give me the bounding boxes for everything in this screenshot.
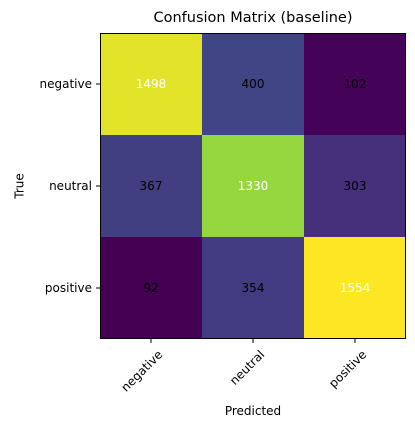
y-tick-label-1: neutral: [49, 179, 92, 193]
heatmap-cell-2-0: [100, 237, 202, 339]
heatmap-cell-1-0: [100, 135, 202, 237]
cell-value-1-0: 367: [140, 179, 163, 193]
heatmap-cell-2-1: [202, 237, 304, 339]
cell-value-1-2: 303: [344, 179, 367, 193]
heatmap-cell-0-0: [100, 33, 202, 135]
y-tick-label-0: negative: [40, 77, 92, 91]
heatmap-cell-0-2: [304, 33, 406, 135]
heatmap-cell-1-2: [304, 135, 406, 237]
cell-value-2-1: 354: [242, 281, 265, 295]
x-axis-ticks: negative neutral positive: [118, 339, 369, 394]
heatmap-cell-0-1: [202, 33, 304, 135]
cell-value-0-1: 400: [242, 77, 265, 91]
y-axis-label: True: [13, 173, 27, 200]
cell-value-0-0: 1498: [136, 77, 167, 91]
x-axis-label: Predicted: [225, 404, 281, 418]
plot-frame: [100, 33, 406, 339]
x-tick-label-1: neutral: [227, 347, 267, 387]
y-tick-label-2: positive: [45, 281, 92, 295]
cell-value-0-2: 102: [344, 77, 367, 91]
cell-value-labels: 1498 400 102 367 1330 303 92 354 1554: [136, 77, 371, 295]
heatmap-cell-1-1: [202, 135, 304, 237]
cell-value-2-2: 1554: [340, 281, 371, 295]
cell-value-1-1: 1330: [238, 179, 269, 193]
chart-title: Confusion Matrix (baseline): [153, 10, 352, 26]
heatmap-cells: [100, 33, 406, 339]
x-tick-label-0: negative: [118, 347, 165, 394]
cell-value-2-0: 92: [143, 281, 158, 295]
y-axis-ticks: negative neutral positive: [40, 77, 100, 295]
x-tick-label-2: positive: [326, 347, 369, 390]
heatmap-cell-2-2: [304, 237, 406, 339]
